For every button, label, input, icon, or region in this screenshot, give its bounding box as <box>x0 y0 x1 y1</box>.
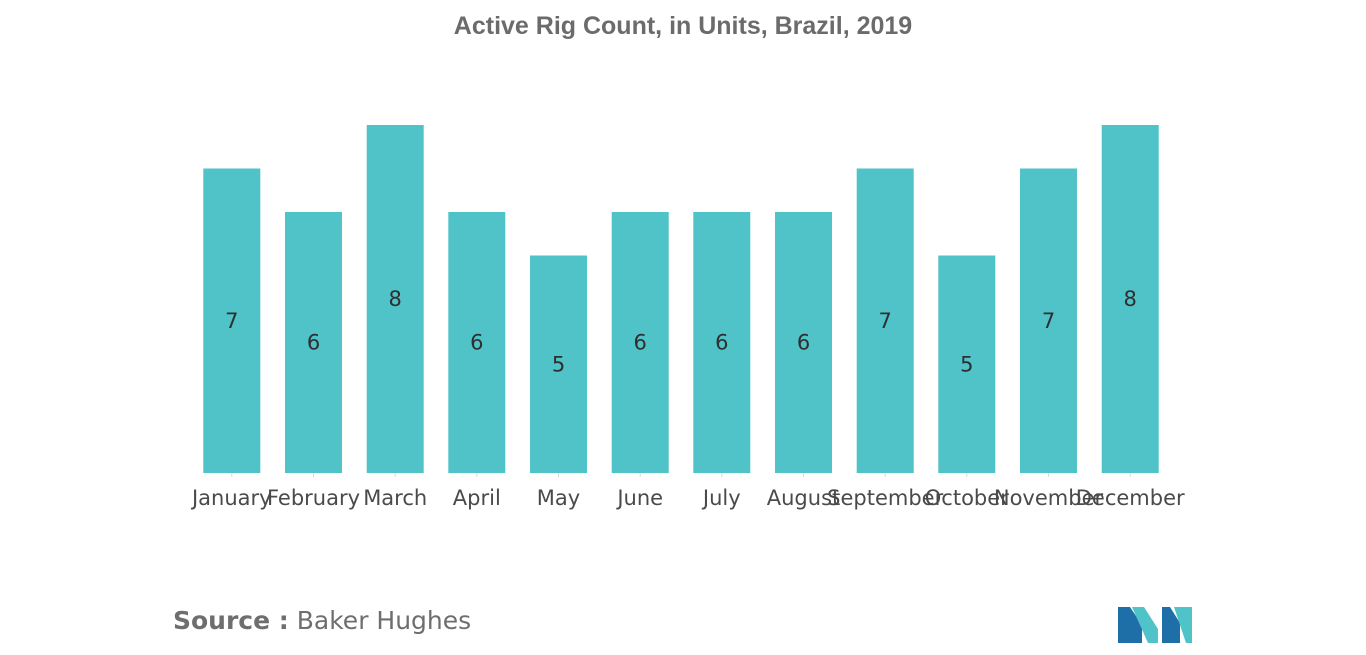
x-tick-label-july: July <box>701 486 741 510</box>
x-tick-label-october: October <box>925 486 1009 510</box>
x-tick-label-march: March <box>363 486 427 510</box>
x-tick-label-august: August <box>767 486 841 510</box>
bar-august <box>775 212 832 473</box>
data-label-november: 7 <box>1042 309 1055 333</box>
data-label-july: 6 <box>715 331 728 355</box>
data-label-february: 6 <box>307 331 320 355</box>
bar-january <box>203 168 261 473</box>
bar-march <box>366 125 424 473</box>
data-label-april: 6 <box>470 331 483 355</box>
x-tick-label-january: January <box>190 486 272 510</box>
chart-title: Active Rig Count, in Units, Brazil, 2019 <box>453 12 913 40</box>
data-label-august: 6 <box>797 331 810 355</box>
source-label: Source : <box>173 606 289 635</box>
x-tick-label-november: November <box>994 486 1104 510</box>
data-label-january: 7 <box>225 309 238 333</box>
bars-layer <box>203 125 1159 473</box>
data-label-may: 5 <box>552 352 565 376</box>
bar-april <box>448 212 506 473</box>
bar-february <box>285 212 342 473</box>
bar-november <box>1020 168 1077 473</box>
bar-may <box>530 255 587 473</box>
data-label-march: 8 <box>389 287 402 311</box>
data-labels-layer: 7 6 8 6 5 6 6 6 7 5 7 8 <box>225 287 1137 376</box>
data-label-september: 7 <box>879 309 892 333</box>
bar-july <box>693 212 751 473</box>
x-tick-label-september: September <box>827 486 943 510</box>
x-tick-label-may: May <box>537 486 580 510</box>
bar-december <box>1101 125 1159 473</box>
x-tick-label-february: February <box>267 486 360 510</box>
x-tick-label-april: April <box>453 486 501 510</box>
x-tick-label-june: June <box>615 486 663 510</box>
bar-september <box>856 168 914 473</box>
bar-october <box>938 255 996 473</box>
x-tick-label-december: December <box>1076 486 1185 510</box>
data-label-december: 8 <box>1124 287 1137 311</box>
source-note: Source : Baker Hughes <box>173 606 471 635</box>
mordor-intelligence-logo-icon <box>1118 607 1192 643</box>
data-label-june: 6 <box>634 331 647 355</box>
bar-june <box>611 212 669 473</box>
data-label-october: 5 <box>960 352 973 376</box>
source-text: Baker Hughes <box>296 606 472 635</box>
